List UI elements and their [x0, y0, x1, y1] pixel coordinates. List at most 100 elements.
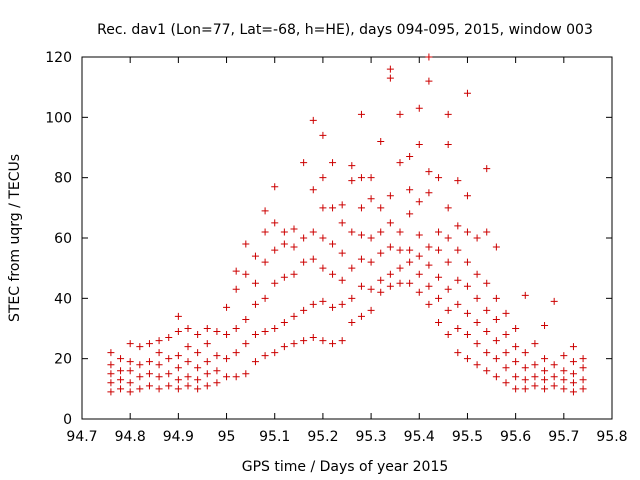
data-point [435, 246, 443, 254]
y-tick-label: 0 [63, 412, 72, 428]
data-point [107, 349, 115, 357]
data-point [300, 337, 308, 345]
data-point [290, 225, 298, 233]
data-point [444, 110, 452, 118]
data-point [126, 358, 134, 366]
data-point [145, 358, 153, 366]
data-point [223, 303, 231, 311]
data-point [492, 355, 500, 363]
data-point [107, 379, 115, 387]
data-point [357, 255, 365, 263]
data-point [377, 137, 385, 145]
data-point [184, 325, 192, 332]
data-point [531, 373, 539, 381]
data-point [194, 331, 202, 339]
data-point [569, 379, 577, 387]
data-point [531, 382, 539, 390]
data-point [194, 364, 202, 372]
y-tick-label: 60 [54, 231, 72, 247]
data-point [463, 228, 471, 236]
data-point [242, 240, 250, 248]
x-tick-label: 95.3 [356, 429, 387, 445]
data-point [136, 361, 144, 369]
data-point [367, 306, 375, 314]
data-point [521, 349, 529, 357]
x-tick-label: 94.7 [66, 429, 97, 445]
data-point [386, 270, 394, 278]
data-point [155, 385, 163, 393]
data-point [145, 370, 153, 378]
data-point [309, 255, 317, 263]
data-point [280, 228, 288, 236]
data-point [386, 219, 394, 227]
data-point [444, 285, 452, 293]
data-point [348, 318, 356, 326]
data-point [309, 300, 317, 308]
data-point [319, 337, 327, 345]
data-point [300, 159, 308, 167]
data-point [435, 174, 443, 182]
data-point [174, 312, 182, 320]
data-point [290, 312, 298, 320]
data-point [290, 340, 298, 348]
data-point [223, 331, 231, 339]
data-point [338, 300, 346, 308]
data-point [136, 373, 144, 381]
data-point [569, 370, 577, 378]
data-point [203, 382, 211, 390]
data-point [155, 349, 163, 357]
data-point [117, 367, 125, 375]
data-point [251, 279, 259, 287]
data-point [126, 340, 134, 348]
data-point [223, 373, 231, 381]
data-point [415, 231, 423, 239]
data-point [550, 297, 558, 305]
data-point [232, 267, 240, 275]
data-point [415, 288, 423, 296]
data-point [415, 104, 423, 112]
data-point [271, 219, 279, 227]
data-point [473, 294, 481, 302]
x-tick-label: 95.1 [259, 429, 290, 445]
data-point [329, 240, 337, 248]
data-point [473, 270, 481, 278]
data-point [348, 162, 356, 170]
data-point [415, 270, 423, 278]
data-point [251, 252, 259, 260]
y-axis-label: STEC from uqrg / TECUs [7, 154, 23, 322]
data-point [357, 282, 365, 290]
data-point [502, 309, 510, 317]
data-point [194, 385, 202, 393]
data-point [329, 204, 337, 212]
data-point [348, 228, 356, 236]
data-point [463, 309, 471, 317]
data-point [126, 388, 134, 396]
data-point [117, 355, 125, 363]
data-point [319, 234, 327, 242]
data-point [444, 204, 452, 212]
data-point [357, 174, 365, 182]
data-point [492, 315, 500, 323]
data-point [569, 388, 577, 396]
data-point [184, 343, 192, 351]
data-point [348, 177, 356, 185]
data-point [473, 340, 481, 348]
data-point [521, 376, 529, 384]
data-point [348, 264, 356, 272]
data-point [531, 340, 539, 348]
data-point [454, 177, 462, 185]
y-tick-label: 20 [54, 352, 72, 368]
data-point [319, 297, 327, 305]
data-point [386, 282, 394, 290]
data-point [435, 228, 443, 236]
data-point [271, 246, 279, 254]
data-point [579, 385, 587, 393]
data-point [560, 385, 568, 393]
data-point [454, 300, 462, 308]
x-tick-label: 95.6 [500, 429, 531, 445]
x-tick-label: 95.4 [404, 429, 435, 445]
data-point [280, 318, 288, 326]
data-point [290, 243, 298, 251]
data-point [165, 370, 173, 378]
data-point [541, 321, 549, 329]
